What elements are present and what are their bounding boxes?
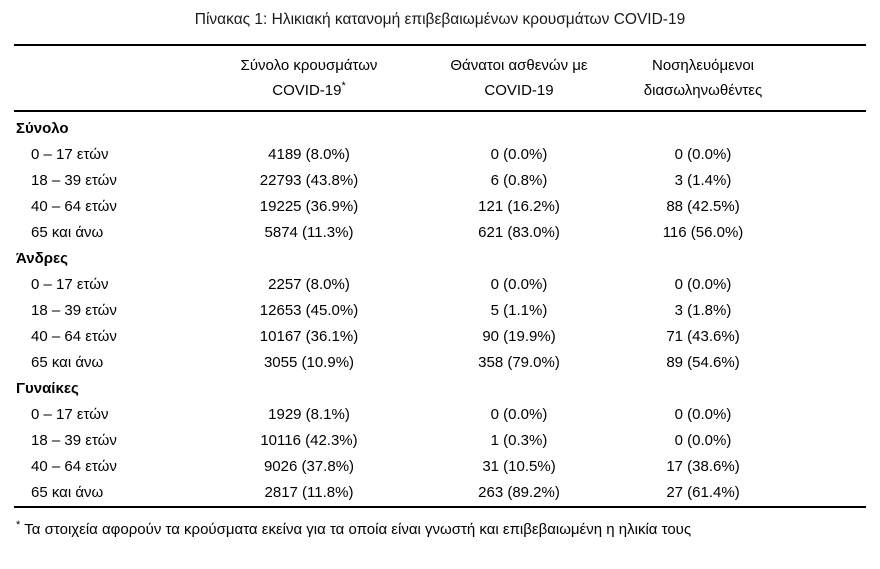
header-filler <box>792 45 866 111</box>
section-row-men: Άνδρες <box>14 246 866 272</box>
section-label: Άνδρες <box>16 250 68 267</box>
cell-intubated: 3 (1.4%) <box>674 172 732 189</box>
cell-intubated: 89 (54.6%) <box>666 354 740 371</box>
cell-deaths: 358 (79.0%) <box>478 354 560 371</box>
cell-total-cases: 22793 (43.8%) <box>259 172 359 189</box>
covid-age-distribution-table: Σύνολο κρουσμάτων COVID-19* Θάνατοι ασθε… <box>14 44 866 508</box>
age-group-label: 0 – 17 ετών <box>31 276 109 293</box>
cell-total-cases: 3055 (10.9%) <box>263 354 355 371</box>
cell-intubated: 0 (0.0%) <box>674 406 732 423</box>
cell-intubated: 0 (0.0%) <box>674 146 732 163</box>
table-row: 0 – 17 ετών 2257 (8.0%) 0 (0.0%) 0 (0.0%… <box>14 272 866 298</box>
age-group-label: 18 – 39 ετών <box>31 432 117 449</box>
table-row: 18 – 39 ετών 22793 (43.8%) 6 (0.8%) 3 (1… <box>14 168 866 194</box>
cell-total-cases: 12653 (45.0%) <box>259 302 359 319</box>
section-label: Γυναίκες <box>16 380 79 397</box>
table-row: 0 – 17 ετών 4189 (8.0%) 0 (0.0%) 0 (0.0%… <box>14 142 866 168</box>
footnote-marker-ref: * <box>341 80 346 92</box>
table-row: 65 και άνω 3055 (10.9%) 358 (79.0%) 89 (… <box>14 350 866 376</box>
table-row: 65 και άνω 5874 (11.3%) 621 (83.0%) 116 … <box>14 220 866 246</box>
section-row-total: Σύνολο <box>14 111 866 142</box>
cell-intubated: 0 (0.0%) <box>674 432 732 449</box>
header-line: Σύνολο κρουσμάτων <box>240 57 378 74</box>
age-group-label: 40 – 64 ετών <box>31 328 117 345</box>
column-header-intubated: Νοσηλευόμενοι διασωληνωθέντες <box>614 45 792 111</box>
header-row: Σύνολο κρουσμάτων COVID-19* Θάνατοι ασθε… <box>14 45 866 111</box>
cell-filler <box>792 194 866 220</box>
cell-total-cases: 19225 (36.9%) <box>259 198 359 215</box>
age-group-label: 65 και άνω <box>31 484 104 501</box>
table-row: 40 – 64 ετών 9026 (37.8%) 31 (10.5%) 17 … <box>14 454 866 480</box>
header-line: διασωληνωθέντες <box>643 82 763 99</box>
table-row: 18 – 39 ετών 12653 (45.0%) 5 (1.1%) 3 (1… <box>14 298 866 324</box>
age-group-label: 65 και άνω <box>31 224 104 241</box>
age-group-label: 18 – 39 ετών <box>31 172 117 189</box>
table-row: 18 – 39 ετών 10116 (42.3%) 1 (0.3%) 0 (0… <box>14 428 866 454</box>
cell-intubated: 27 (61.4%) <box>666 484 740 501</box>
section-row-women: Γυναίκες <box>14 376 866 402</box>
age-group-label: 65 και άνω <box>31 354 104 371</box>
table-row: 65 και άνω 2817 (11.8%) 263 (89.2%) 27 (… <box>14 480 866 507</box>
cell-filler <box>792 428 866 454</box>
cell-intubated: 3 (1.8%) <box>674 302 732 319</box>
cell-filler <box>792 272 866 298</box>
cell-total-cases: 4189 (8.0%) <box>268 146 350 163</box>
table-row: 40 – 64 ετών 10167 (36.1%) 90 (19.9%) 71… <box>14 324 866 350</box>
table-footnote: * Τα στοιχεία αφορούν τα κρούσματα εκείνα… <box>14 508 866 540</box>
table-row: 0 – 17 ετών 1929 (8.1%) 0 (0.0%) 0 (0.0%… <box>14 402 866 428</box>
age-group-label: 40 – 64 ετών <box>31 198 117 215</box>
cell-total-cases: 10167 (36.1%) <box>259 328 359 345</box>
cell-total-cases: 1929 (8.1%) <box>268 406 350 423</box>
column-header-total-cases: Σύνολο κρουσμάτων COVID-19* <box>194 45 424 111</box>
age-group-label: 0 – 17 ετών <box>31 406 109 423</box>
cell-total-cases: 5874 (11.3%) <box>264 224 354 241</box>
age-group-label: 0 – 17 ετών <box>31 146 109 163</box>
header-line: Νοσηλευόμενοι <box>651 57 754 74</box>
cell-filler <box>792 402 866 428</box>
header-line: COVID-19 <box>484 82 554 99</box>
table-header: Σύνολο κρουσμάτων COVID-19* Θάνατοι ασθε… <box>14 45 866 111</box>
cell-intubated: 0 (0.0%) <box>674 276 732 293</box>
cell-filler <box>792 142 866 168</box>
cell-deaths: 0 (0.0%) <box>490 406 548 423</box>
cell-filler <box>792 454 866 480</box>
cell-deaths: 5 (1.1%) <box>490 302 548 319</box>
section-label: Σύνολο <box>16 120 69 137</box>
cell-intubated: 71 (43.6%) <box>666 328 740 345</box>
footnote-marker: * <box>16 519 21 531</box>
cell-total-cases: 9026 (37.8%) <box>263 458 355 475</box>
cell-deaths: 263 (89.2%) <box>478 484 560 501</box>
cell-deaths: 0 (0.0%) <box>490 276 548 293</box>
header-spacer <box>14 45 194 111</box>
header-line: COVID-19 <box>272 82 342 99</box>
cell-filler <box>792 298 866 324</box>
footnote-text: Τα στοιχεία αφορούν τα κρούσματα εκείνα … <box>24 521 692 538</box>
table-body: Σύνολο 0 – 17 ετών 4189 (8.0%) 0 (0.0%) … <box>14 111 866 507</box>
cell-total-cases: 2817 (11.8%) <box>264 484 354 501</box>
cell-intubated: 88 (42.5%) <box>666 198 740 215</box>
cell-total-cases: 2257 (8.0%) <box>268 276 350 293</box>
cell-deaths: 621 (83.0%) <box>478 224 560 241</box>
cell-filler <box>792 480 866 507</box>
cell-deaths: 90 (19.9%) <box>482 328 556 345</box>
cell-deaths: 121 (16.2%) <box>478 198 560 215</box>
table-row: 40 – 64 ετών 19225 (36.9%) 121 (16.2%) 8… <box>14 194 866 220</box>
age-group-label: 40 – 64 ετών <box>31 458 117 475</box>
column-header-deaths: Θάνατοι ασθενών με COVID-19 <box>424 45 614 111</box>
cell-filler <box>792 324 866 350</box>
table-title: Πίνακας 1: Ηλικιακή κατανομή επιβεβαιωμέ… <box>194 11 686 28</box>
header-line: Θάνατοι ασθενών με <box>450 57 588 74</box>
cell-total-cases: 10116 (42.3%) <box>260 432 358 449</box>
cell-intubated: 17 (38.6%) <box>666 458 740 475</box>
cell-deaths: 1 (0.3%) <box>490 432 548 449</box>
cell-filler <box>792 350 866 376</box>
cell-deaths: 31 (10.5%) <box>482 458 556 475</box>
cell-deaths: 0 (0.0%) <box>490 146 548 163</box>
cell-filler <box>792 220 866 246</box>
cell-deaths: 6 (0.8%) <box>490 172 548 189</box>
cell-filler <box>792 168 866 194</box>
age-group-label: 18 – 39 ετών <box>31 302 117 319</box>
cell-intubated: 116 (56.0%) <box>662 224 744 241</box>
